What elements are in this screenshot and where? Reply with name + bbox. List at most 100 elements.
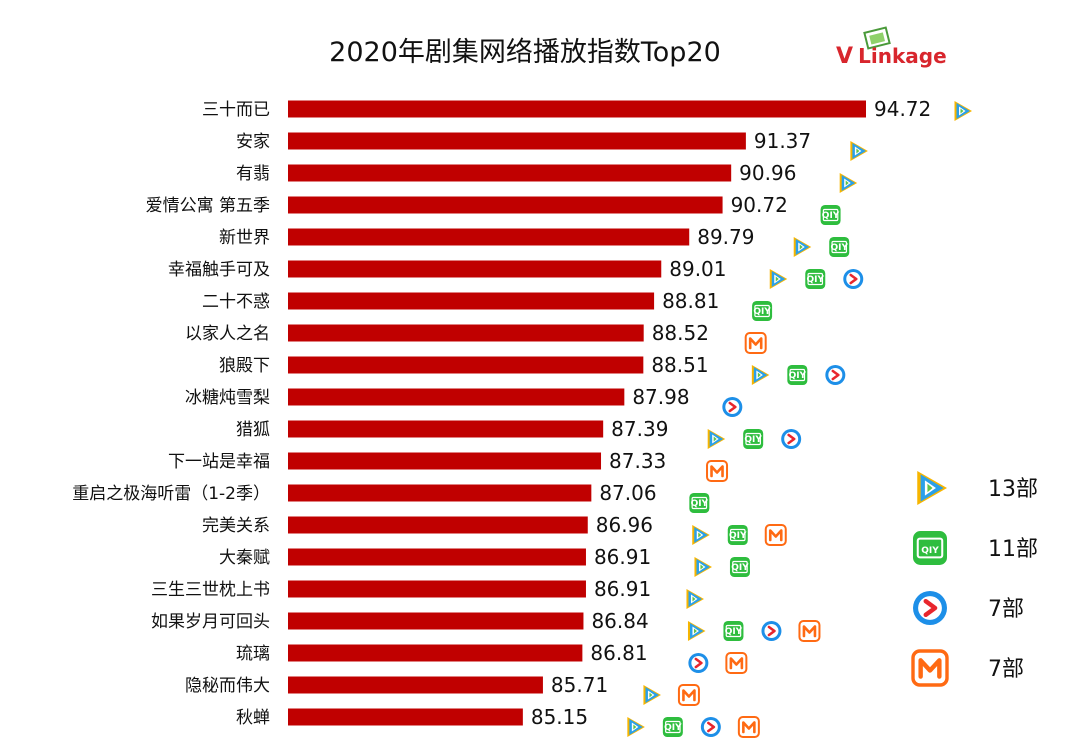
logo-rest: Linkage — [858, 44, 947, 68]
tencent-video-icon — [694, 557, 712, 577]
bar — [288, 580, 586, 598]
value-label: 87.98 — [632, 385, 689, 409]
iqiyi-icon: QIY — [689, 493, 710, 513]
svg-text:QIY: QIY — [731, 563, 749, 573]
value-label: 89.79 — [697, 225, 754, 249]
category-label: 猎狐 — [236, 420, 270, 440]
iqiyi-icon: QIY — [752, 301, 773, 321]
tencent-video-icon — [839, 173, 858, 193]
bar — [288, 484, 592, 502]
youku-icon — [722, 397, 743, 417]
value-label: 85.15 — [531, 705, 588, 729]
svg-text:QIY: QIY — [822, 211, 840, 221]
bar — [288, 548, 586, 566]
mgtv-legend-icon — [911, 649, 949, 687]
iqiyi-legend-icon: QIY — [913, 531, 947, 565]
mgtv-icon — [744, 332, 767, 354]
value-labels: 94.72 91.37 90.96 90.72 89.79 89.01 88.81 88.52… — [531, 97, 931, 729]
value-label: 88.51 — [651, 353, 708, 377]
category-label: 有翡 — [236, 164, 270, 184]
tencent-video-icon — [692, 525, 710, 545]
iqiyi-icon: QIY — [820, 205, 841, 225]
category-label: 大秦赋 — [219, 548, 270, 568]
iqiyi-icon: QIY — [662, 717, 683, 737]
tencent-video-icon — [751, 365, 770, 385]
category-label: 狼殿下 — [219, 356, 270, 376]
category-label: 以家人之名 — [185, 324, 270, 344]
category-label: 完美关系 — [202, 516, 270, 536]
bar — [288, 260, 662, 278]
category-label: 二十不惑 — [202, 292, 270, 312]
bar — [288, 132, 746, 150]
tencent-video-icon — [850, 141, 868, 161]
iqiyi-icon: QIY — [723, 621, 744, 641]
value-label: 90.96 — [739, 161, 796, 185]
bar — [288, 100, 866, 118]
bar — [288, 452, 602, 470]
category-label: 如果岁月可回头 — [151, 612, 270, 632]
logo-letter: V — [836, 44, 853, 69]
svg-text:QIY: QIY — [729, 531, 747, 541]
value-label: 91.37 — [754, 129, 811, 153]
value-label: 87.06 — [599, 481, 656, 505]
svg-text:QIY: QIY — [725, 627, 743, 637]
tencent-video-icon — [954, 101, 972, 121]
bar — [288, 420, 604, 438]
legend-count: 7部 — [988, 657, 1024, 682]
category-label: 爱情公寓 第五季 — [146, 196, 270, 216]
bar — [288, 164, 732, 182]
svg-text:QIY: QIY — [806, 275, 824, 285]
mgtv-icon — [798, 620, 821, 642]
iqiyi-icon: QIY — [729, 557, 750, 577]
svg-text:QIY: QIY — [753, 307, 771, 317]
value-label: 86.81 — [590, 641, 647, 665]
logo-text: V Linkage — [836, 44, 947, 69]
category-label: 幸福触手可及 — [168, 260, 270, 280]
bar — [288, 356, 644, 374]
logo-screen-icon — [869, 32, 886, 45]
tencent-video-icon — [707, 429, 726, 449]
vlinkage-logo: V Linkage — [836, 26, 947, 69]
bar — [288, 644, 583, 662]
value-label: 94.72 — [874, 97, 931, 121]
category-label: 冰糖炖雪梨 — [185, 388, 270, 408]
category-label: 三十而已 — [202, 100, 270, 120]
bar — [288, 516, 588, 534]
category-label: 重启之极海听雷（1-2季） — [72, 484, 270, 504]
bar — [288, 676, 543, 694]
bars — [288, 100, 866, 726]
value-label: 86.96 — [596, 513, 653, 537]
svg-text:QIY: QIY — [921, 546, 939, 556]
category-label: 秋蝉 — [236, 708, 270, 728]
category-label: 三生三世枕上书 — [151, 580, 270, 600]
tencent-video-icon — [686, 589, 704, 609]
mgtv-icon — [764, 524, 787, 546]
value-label: 85.71 — [551, 673, 608, 697]
iqiyi-icon: QIY — [727, 525, 748, 545]
tencent-video-icon — [627, 717, 645, 737]
iqiyi-icon: QIY — [805, 269, 826, 289]
svg-text:QIY: QIY — [789, 371, 807, 381]
youku-icon — [825, 365, 846, 385]
legend-count: 11部 — [988, 537, 1038, 562]
youku-icon — [688, 653, 709, 673]
category-label: 下一站是幸福 — [168, 452, 270, 472]
mgtv-icon — [725, 652, 748, 674]
value-label: 88.81 — [662, 289, 719, 313]
bar — [288, 196, 723, 214]
mgtv-icon — [677, 684, 700, 706]
tencent-video-icon — [769, 269, 788, 289]
legend-count: 13部 — [988, 477, 1038, 502]
value-label: 88.52 — [652, 321, 709, 345]
legend: 13部 QIY 11部 7部 7部 — [911, 471, 1038, 687]
mgtv-icon — [706, 460, 729, 482]
tencent-video-icon — [793, 237, 812, 257]
value-label: 89.01 — [669, 257, 726, 281]
svg-text:QIY: QIY — [744, 435, 762, 445]
category-label: 隐秘而伟大 — [185, 676, 270, 696]
bar — [288, 388, 625, 406]
youku-icon — [781, 429, 802, 449]
youku-legend-icon — [913, 591, 947, 625]
